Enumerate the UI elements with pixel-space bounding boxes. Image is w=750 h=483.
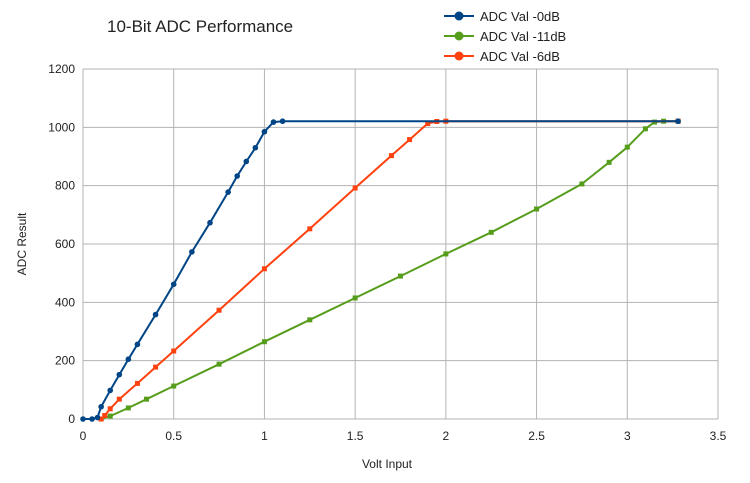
data-point <box>134 341 141 348</box>
data-point <box>398 273 403 279</box>
data-point <box>216 307 222 313</box>
legend-label: ADC Val -0dB <box>480 9 560 24</box>
data-point <box>243 158 250 165</box>
data-point <box>606 159 612 165</box>
data-point <box>252 144 259 151</box>
data-point <box>125 356 132 363</box>
data-point <box>125 405 131 411</box>
legend-label: ADC Val -6dB <box>480 49 560 64</box>
legend-marker <box>454 11 464 21</box>
data-point <box>98 403 104 410</box>
series-line <box>83 120 679 420</box>
series-2 <box>98 118 681 422</box>
data-point <box>134 380 140 386</box>
data-point <box>234 173 241 179</box>
data-point <box>488 229 494 235</box>
legend-marker <box>454 31 464 41</box>
data-point <box>388 153 394 159</box>
axes: 0 0.5 1 1.5 2 2.5 3 3.5 0 200 400 600 800 1000 1200 <box>48 62 726 443</box>
data-point <box>207 219 213 226</box>
data-point <box>261 339 267 345</box>
x-tick-label: 1.5 <box>347 429 364 443</box>
data-point <box>144 396 149 402</box>
data-point <box>675 118 681 125</box>
y-tick-label: 1000 <box>48 120 75 134</box>
data-point <box>107 387 114 394</box>
data-point <box>407 137 413 143</box>
legend-marker <box>454 51 464 61</box>
y-tick-label: 800 <box>55 179 75 193</box>
data-point <box>152 311 159 318</box>
data-point <box>307 226 313 232</box>
grid <box>82 68 719 420</box>
x-tick-label: 3 <box>624 429 631 443</box>
x-tick-label: 0.5 <box>165 429 182 443</box>
legend-item[interactable]: ADC Val -11dB <box>444 29 566 44</box>
data-point <box>624 144 630 150</box>
data-point <box>116 371 123 378</box>
y-tick-label: 200 <box>55 354 75 368</box>
data-point <box>642 126 648 132</box>
data-point <box>307 317 313 323</box>
y-tick-label: 400 <box>55 295 75 309</box>
series-line <box>100 120 679 420</box>
data-point <box>279 118 286 125</box>
y-axis-label: ADC Result <box>15 212 29 275</box>
chart-title: 10-Bit ADC Performance <box>107 17 293 36</box>
data-point <box>171 383 177 389</box>
data-point <box>107 413 113 419</box>
data-point <box>171 348 177 354</box>
legend-item[interactable]: ADC Val -0dB <box>444 9 560 24</box>
data-point <box>425 121 431 127</box>
data-point <box>579 181 585 187</box>
data-point <box>102 413 108 418</box>
series-layer <box>80 118 681 422</box>
data-point <box>80 416 86 422</box>
data-point <box>170 281 177 288</box>
data-point <box>443 251 449 257</box>
series-1 <box>98 118 681 422</box>
legend-label: ADC Val -11dB <box>480 29 566 44</box>
data-point <box>189 249 195 255</box>
x-tick-label: 2.5 <box>528 429 545 443</box>
x-tick-label: 1 <box>261 429 268 443</box>
x-tick-label: 2 <box>443 429 450 443</box>
data-point <box>261 128 268 135</box>
y-tick-label: 600 <box>55 237 75 251</box>
data-point <box>261 266 267 272</box>
data-point <box>98 416 104 422</box>
data-point <box>107 406 113 412</box>
x-tick-label: 3.5 <box>710 429 727 443</box>
data-point <box>153 364 159 370</box>
data-point <box>116 396 122 402</box>
data-point <box>270 119 277 125</box>
y-tick-label: 0 <box>68 412 75 426</box>
data-point <box>534 206 540 212</box>
series-0 <box>80 118 681 422</box>
legend[interactable]: ADC Val -0dB ADC Val -11dB ADC Val -6dB <box>444 9 566 64</box>
series-line <box>100 120 679 420</box>
data-point <box>225 189 231 195</box>
data-point <box>352 185 358 191</box>
data-point <box>94 414 101 421</box>
x-axis-label: Volt Input <box>362 457 413 471</box>
y-tick-label: 1200 <box>48 62 75 76</box>
data-point <box>89 416 95 422</box>
legend-item[interactable]: ADC Val -6dB <box>444 49 560 64</box>
data-point <box>216 361 222 367</box>
data-point <box>352 295 358 301</box>
x-tick-label: 0 <box>80 429 87 443</box>
